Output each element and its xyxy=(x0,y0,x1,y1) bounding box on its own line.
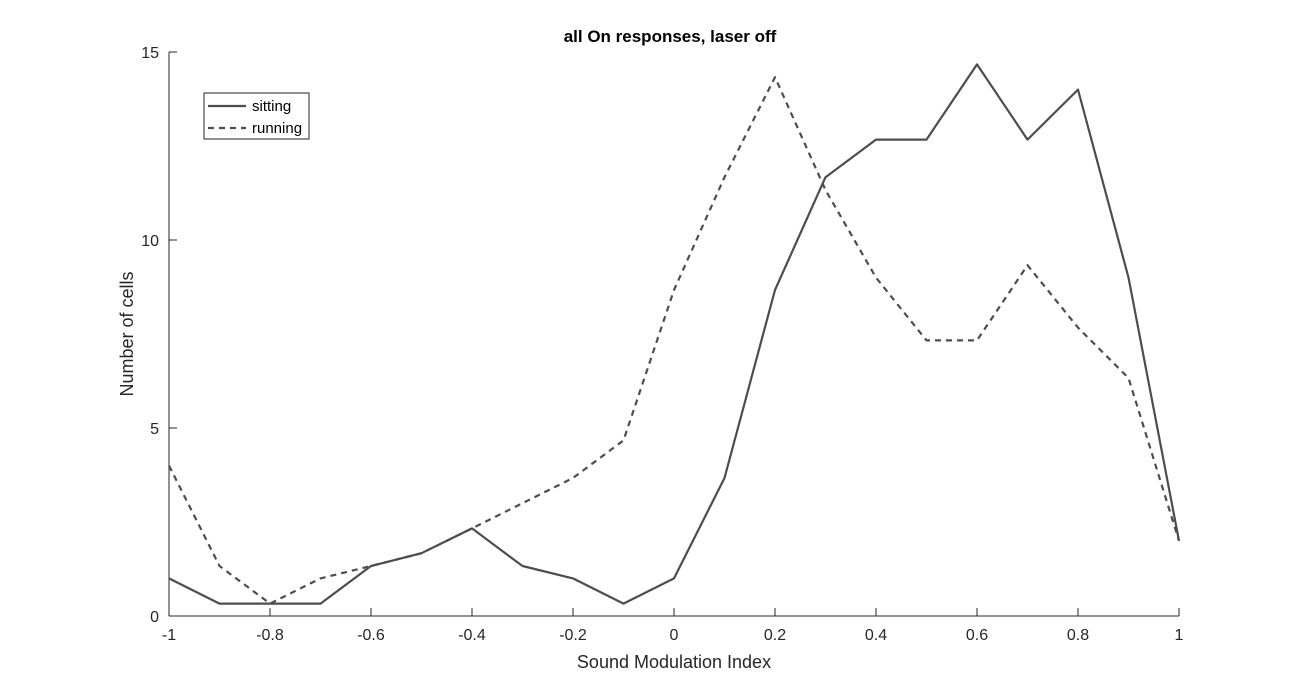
series-line-sitting xyxy=(168,63,1181,605)
x-tick-label: 0.4 xyxy=(865,627,887,644)
y-tick-label: 10 xyxy=(141,233,159,250)
legend-box xyxy=(203,92,310,140)
x-tick-label: -1 xyxy=(162,627,176,644)
x-tick-label: -0.8 xyxy=(256,627,284,644)
x-tick-label: 0 xyxy=(670,627,679,644)
series-line-running xyxy=(168,76,1181,605)
y-tick-label: 5 xyxy=(150,421,159,438)
x-tick-label: 0.8 xyxy=(1067,627,1089,644)
chart-title: all On responses, laser off xyxy=(564,27,777,46)
y-axis-label: Number of cells xyxy=(117,271,137,396)
series-lines xyxy=(168,63,1181,605)
x-tick-label: -0.6 xyxy=(357,627,385,644)
y-tick-label: 0 xyxy=(150,609,159,626)
legend: sitting running xyxy=(203,92,310,140)
x-tick-label: 0.2 xyxy=(764,627,786,644)
x-tick-label: 0.6 xyxy=(966,627,988,644)
x-tick-label: 1 xyxy=(1175,627,1184,644)
legend-label-sitting: sitting xyxy=(252,98,291,115)
y-tick-label: 15 xyxy=(141,45,159,62)
x-tick-label: -0.2 xyxy=(559,627,587,644)
x-tick-label: -0.4 xyxy=(458,627,486,644)
x-axis-label: Sound Modulation Index xyxy=(577,652,771,672)
legend-label-running: running xyxy=(252,120,302,137)
